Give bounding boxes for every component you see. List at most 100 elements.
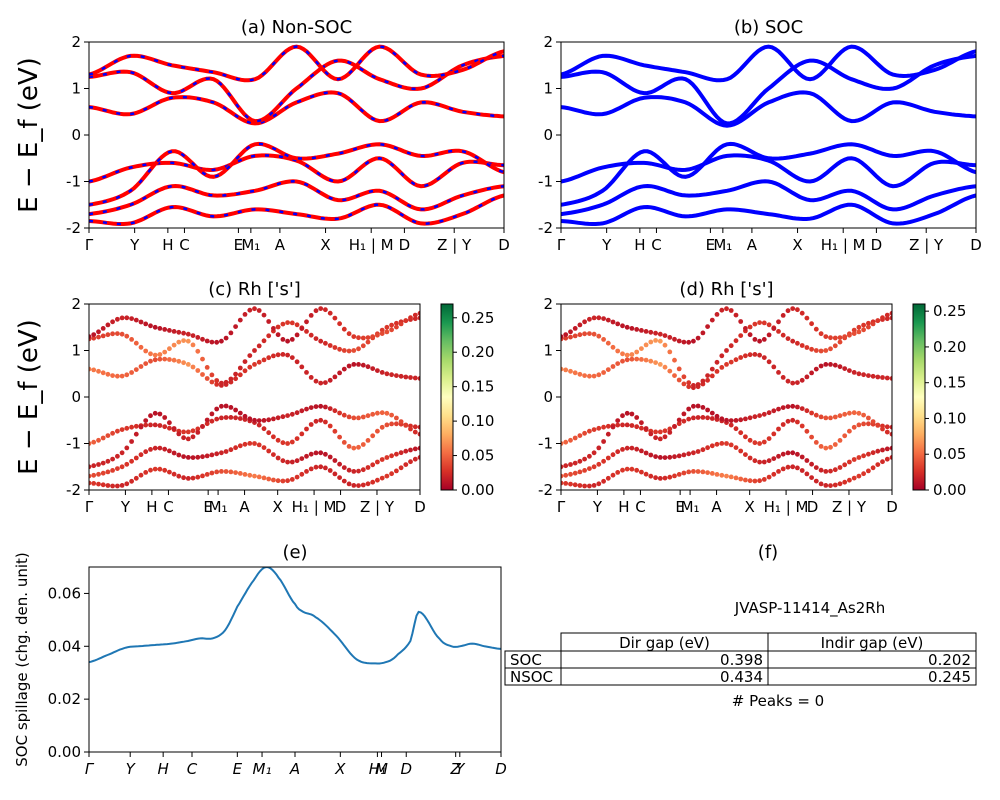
band-point [124,372,130,378]
band-point [346,348,352,354]
band-point [653,429,658,435]
band-point [624,422,630,428]
band-point [724,473,729,479]
band-point [100,460,106,466]
x-tick-label: D [399,236,411,254]
band-point [219,450,224,456]
band-point [190,455,196,460]
band-point [572,460,578,466]
band-point [304,370,309,375]
band-point [629,326,635,331]
band-point [96,368,101,374]
band-point [889,431,892,437]
band-point [761,355,767,360]
band-point [724,441,729,446]
band-point [252,362,257,367]
band-point [577,371,583,377]
band-point [403,318,409,324]
band-point [889,310,892,316]
band-point [681,418,687,424]
band-point [719,307,725,313]
band-point [568,368,573,374]
band-point [209,372,215,378]
band-point [733,445,739,450]
band-point [880,315,885,321]
band-line [561,44,976,83]
band-point [747,415,753,421]
band-point [861,327,866,333]
y-tick-label: 1 [71,80,81,98]
band-point [615,321,621,327]
band-point [157,356,163,362]
band-point [724,306,729,312]
band-point [133,367,139,372]
band-point [242,413,248,419]
band-point [195,454,201,460]
band-point [110,430,115,436]
band-point [119,450,125,456]
band-point [228,415,234,420]
band-point [171,357,177,363]
band-point [771,326,777,331]
band-point [389,453,394,459]
band-point [691,338,696,344]
band-point [209,470,215,476]
band-point [403,374,409,380]
band-point [738,417,744,423]
band-point [375,428,380,434]
colorbar-tick-label: 0.20 [461,343,494,361]
band-point [605,475,611,481]
x-tick-label: A [289,760,300,778]
band-point [889,455,892,460]
band-point [561,366,564,372]
band-point [842,366,848,371]
band-point [285,320,290,325]
band-point [667,430,673,435]
band-point [733,357,739,363]
band-point [271,416,276,422]
band-point [686,416,692,422]
band-point [162,446,168,452]
band-point [379,410,385,416]
band-point [129,478,135,484]
band-point [313,450,319,456]
band-point [408,447,413,453]
band-point [667,335,673,340]
band-line-dashed [89,54,504,123]
band-point [356,483,361,488]
band-point [365,413,371,419]
band-point [233,445,239,451]
band-point [757,478,762,484]
band-point [228,330,234,336]
band-point [856,329,862,335]
band-point [728,474,734,480]
band-point [209,411,215,417]
band-point [709,471,715,476]
band-point [653,454,658,459]
band-point [700,378,706,384]
band-point [171,471,177,477]
band-point [648,339,654,345]
band-point [771,471,777,477]
band-point [185,338,191,344]
band-point [870,419,876,424]
band-point [417,315,420,321]
table-cell-value: 0.434 [720,668,763,686]
band-point [190,434,196,440]
band-point [261,418,267,423]
band-point [561,441,564,446]
band-line [561,53,976,126]
band-point [148,413,153,419]
band-point [672,357,677,363]
band-point [133,431,139,437]
band-point [809,410,814,416]
band-point [266,448,272,454]
y-axis-label: E − E_f (eV) [14,319,44,475]
band-point [705,470,710,475]
band-line-dashed [89,91,504,125]
band-point [171,342,177,348]
band-point [294,458,300,464]
band-point [587,428,592,434]
band-point [370,411,376,417]
